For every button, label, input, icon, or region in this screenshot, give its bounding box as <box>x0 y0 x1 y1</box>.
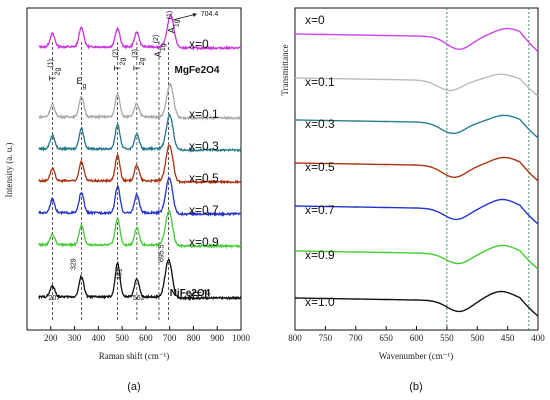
raman-series-line <box>38 113 242 153</box>
ir-x-tick-label: 750 <box>319 333 333 343</box>
raman-x-tick-label: 300 <box>68 333 82 343</box>
raman-mode-label: Eg <box>76 76 86 90</box>
ir-x-tick-label: 600 <box>410 333 424 343</box>
ir-y-label: Transmittance <box>280 44 290 95</box>
ir-series-label: x=1.0 <box>305 295 335 309</box>
raman-peak-annotation: 695.5 <box>159 244 166 262</box>
ir-panel: x=0 x=0.1 x=0.3 x=0.5 x=0.7 x=0.9 x=1.0 800 750… <box>280 7 545 393</box>
raman-series-label: x=0.3 <box>189 139 219 153</box>
raman-series-label: x=0.7 <box>189 203 219 217</box>
raman-peak-arrow <box>172 13 197 21</box>
raman-bottom-label: NiFe2O4 <box>170 288 211 299</box>
raman-panel: x=0 x=0.1 x=0.3 x=0.5 x=0.7 x=0.9 x=1 200 300 40… <box>4 7 251 393</box>
raman-x-tick-label: 1000 <box>232 333 251 343</box>
raman-peak-arrowhead <box>192 13 197 17</box>
raman-mode-label: T2g(1) <box>47 59 61 81</box>
raman-x-tick-label: 500 <box>115 333 129 343</box>
raman-plot-frame <box>26 7 242 331</box>
raman-x-tick-label: 900 <box>210 333 224 343</box>
raman-peak-annotation: 704.4 <box>201 11 219 18</box>
raman-series-line <box>38 209 242 250</box>
ir-series-label: x=0.7 <box>305 203 335 217</box>
raman-x-tick-label: 400 <box>92 333 106 343</box>
ir-x-tick-label: 550 <box>440 333 454 343</box>
raman-series-label: x=0.1 <box>189 107 219 121</box>
raman-mode-label: T2g(3) <box>131 49 145 71</box>
ir-series-line <box>295 156 539 182</box>
raman-x-tick-label: 700 <box>163 333 177 343</box>
raman-series-line <box>38 144 242 185</box>
raman-series-label: x=0 <box>189 37 209 51</box>
ir-series-line <box>295 290 539 317</box>
ir-series-label: x=0.5 <box>305 160 335 174</box>
ir-series-label: x=0 <box>305 13 325 27</box>
raman-x-tick-label: 800 <box>187 333 201 343</box>
raman-series-line <box>38 81 242 121</box>
raman-top-label: MgFe2O4 <box>174 65 219 76</box>
raman-peak-annotation: 562 <box>133 295 145 302</box>
raman-peak-annotation: 207 <box>48 295 60 302</box>
ir-x-tick-label: 650 <box>379 333 393 343</box>
ir-series-label: x=0.3 <box>305 117 335 131</box>
raman-peak-annotation: 329 <box>70 258 77 270</box>
raman-series-line <box>38 176 242 218</box>
ir-x-tick-label: 800 <box>288 333 302 343</box>
ir-series-line <box>295 244 539 270</box>
raman-mode-label: A1g(2) <box>152 35 166 57</box>
raman-series-line <box>38 258 242 302</box>
raman-series-label: x=0.9 <box>189 235 219 249</box>
raman-series-line <box>38 12 241 52</box>
raman-x-tick-label: 600 <box>139 333 153 343</box>
ir-series-line <box>295 114 539 139</box>
raman-mode-label: A1g(1) <box>166 11 180 33</box>
ir-x-tick-label: 450 <box>501 333 515 343</box>
raman-series-label: x=1 <box>189 287 209 301</box>
ir-x-tick-label: 500 <box>471 333 485 343</box>
raman-x-label: Raman shift (cm⁻¹) <box>99 351 169 361</box>
panel-a-label: (a) <box>127 381 140 393</box>
ir-x-tick-label: 400 <box>531 333 545 343</box>
raman-y-label: Intensity (a. u.) <box>4 143 14 198</box>
ir-series-label: x=0.9 <box>305 248 335 262</box>
ir-series-line <box>295 27 539 53</box>
raman-series-label: x=0.5 <box>189 171 219 185</box>
raman-x-tick-label: 200 <box>44 333 58 343</box>
ir-series-label: x=0.1 <box>305 75 335 89</box>
panel-b-label: (b) <box>409 381 422 393</box>
ir-series-line <box>295 198 539 225</box>
ir-x-tick-label: 700 <box>349 333 363 343</box>
raman-peak-annotation: 481 <box>117 268 124 280</box>
ir-x-label: Wavenumber (cm⁻¹) <box>379 351 453 361</box>
raman-mode-label: T2g(2) <box>112 49 126 71</box>
ir-series-line <box>295 73 539 97</box>
